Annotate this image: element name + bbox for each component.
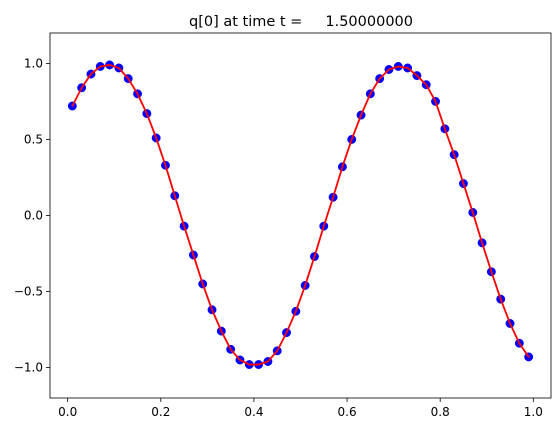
x-tick-label: 0.6 [338, 405, 357, 419]
axis-layer: 0.0 0.2 0.4 0.6 0.8 1.0 −1.0 −0.5 0.0 0.5 1.0 [14, 56, 543, 419]
y-tick-label: −0.5 [14, 285, 43, 299]
chart-title: q[0] at time t = 1.50000000 [189, 14, 413, 30]
series-line [71, 64, 530, 366]
y-tick-label: 0.5 [24, 132, 43, 146]
y-tick-label: −1.0 [14, 361, 43, 375]
x-tick-label: 1.0 [524, 405, 543, 419]
x-tick-label: 0.0 [58, 405, 77, 419]
x-tick-label: 0.4 [244, 405, 263, 419]
series-layer [67, 60, 534, 369]
y-tick-label: 1.0 [24, 56, 43, 70]
x-tick-label: 0.8 [431, 405, 450, 419]
y-tick-label: 0.0 [24, 209, 43, 223]
x-tick-label: 0.2 [151, 405, 170, 419]
